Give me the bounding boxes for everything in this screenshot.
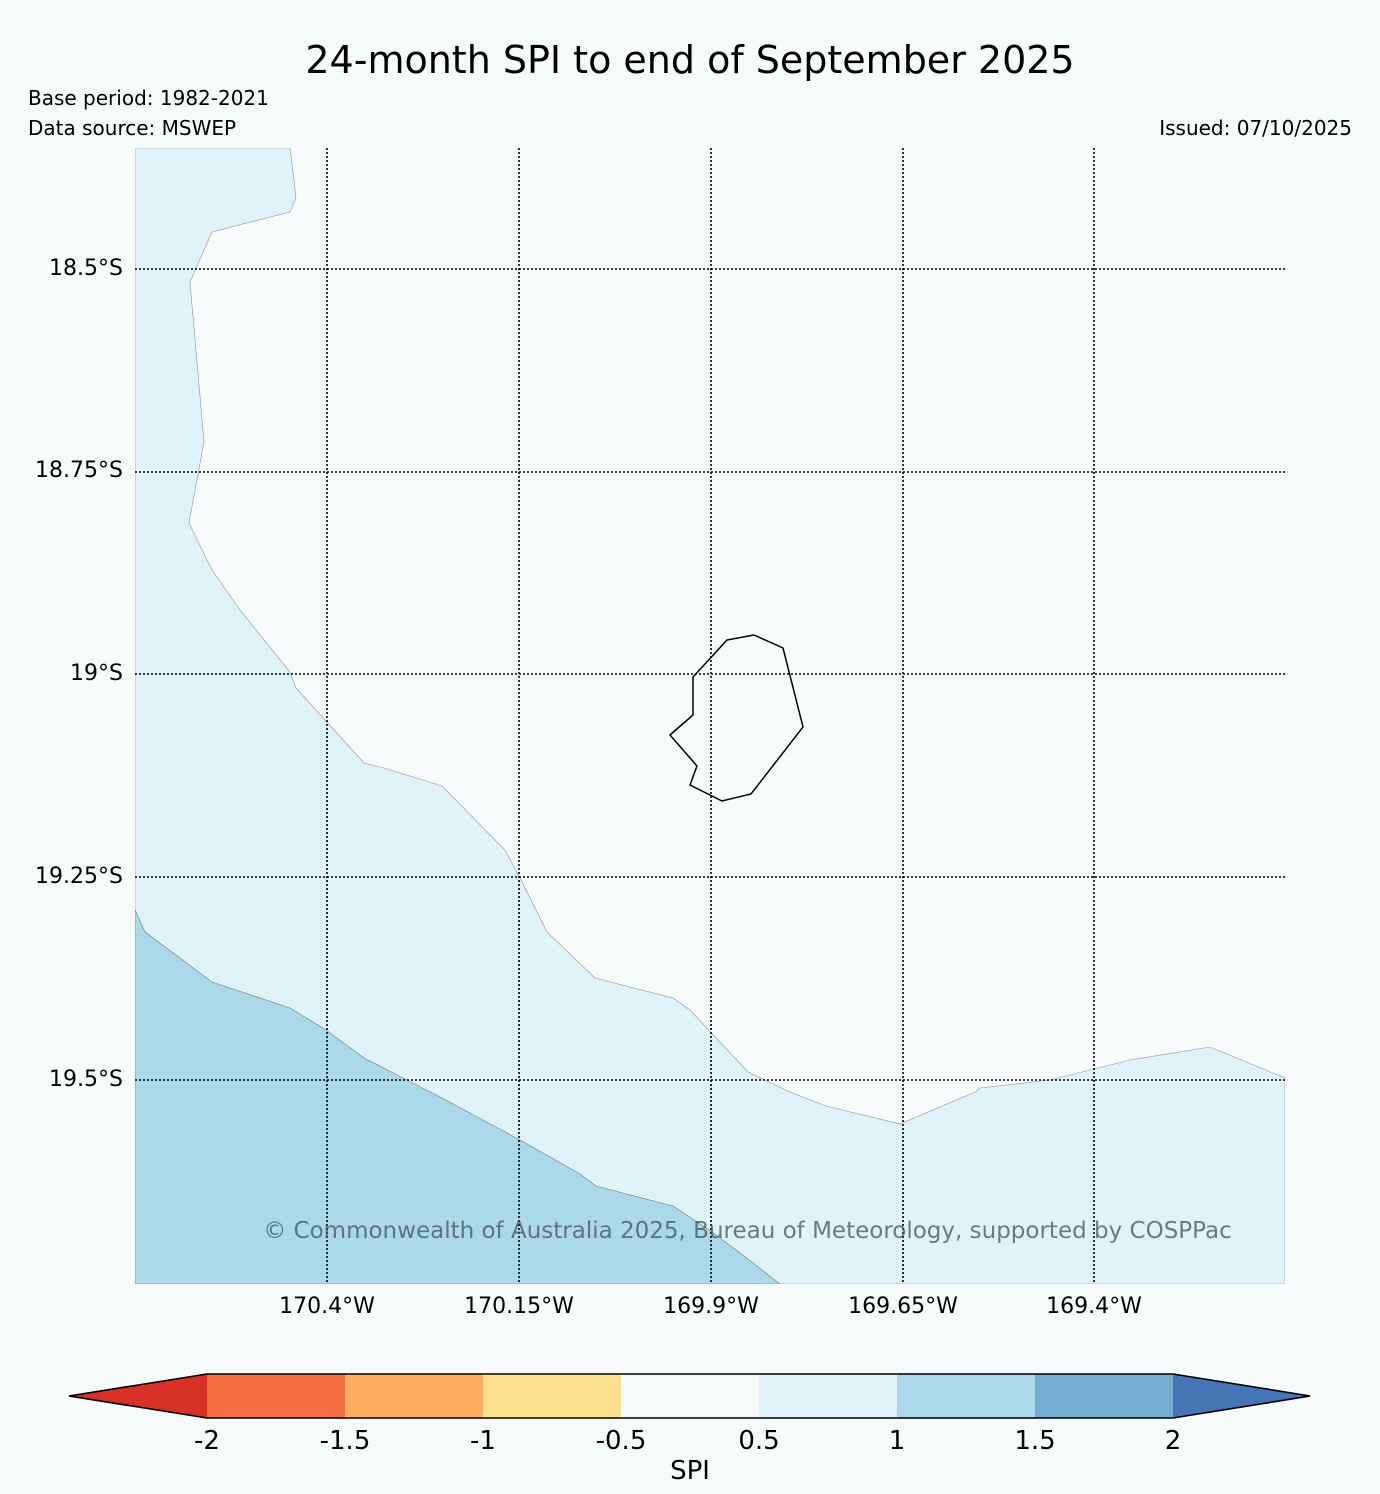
colorbar-tick: 1.5 (1014, 1426, 1056, 1456)
colorbar-tick: 1 (888, 1426, 906, 1456)
lon-label: 170.15°W (464, 1294, 574, 1319)
lat-label: 19°S (70, 661, 123, 686)
map-panel (135, 148, 1285, 1284)
colorbar-label: SPI (670, 1456, 710, 1486)
colorbar-extend-low (69, 1374, 207, 1418)
colorbar-segment (759, 1374, 897, 1418)
graticule (135, 148, 1285, 1284)
island-coastline (668, 634, 804, 802)
copyright-notice: © Commonwealth of Australia 2025, Bureau… (263, 1218, 1232, 1244)
colorbar-tick: -2 (194, 1426, 220, 1456)
colorbar-segment (897, 1374, 1035, 1418)
lat-label: 18.75°S (35, 458, 123, 483)
lat-label: 19.25°S (35, 864, 123, 889)
colorbar-tick: -1 (470, 1426, 496, 1456)
lon-label: 170.4°W (279, 1294, 375, 1319)
colorbar-segment (207, 1374, 345, 1418)
colorbar-segment (1035, 1374, 1173, 1418)
colorbar-segment (621, 1374, 759, 1418)
colorbar-segment (483, 1374, 621, 1418)
map-title: 24-month SPI to end of September 2025 (305, 38, 1075, 82)
colorbar-tick: -1.5 (319, 1426, 371, 1456)
colorbar-tick: -0.5 (595, 1426, 647, 1456)
spi-zone-0-5-to-1 (135, 148, 1285, 1284)
colorbar-tick: 0.5 (738, 1426, 780, 1456)
lon-label: 169.4°W (1046, 1294, 1142, 1319)
data-source: Data source: MSWEP (28, 116, 237, 140)
lon-label: 169.65°W (848, 1294, 958, 1319)
spi-zone-1-to-1-5 (135, 909, 781, 1284)
base-period: Base period: 1982-2021 (28, 86, 269, 110)
colorbar-extend-high (1173, 1374, 1310, 1418)
colorbar-outline (68, 1373, 1311, 1419)
lat-label: 19.5°S (49, 1067, 123, 1092)
colorbar-segment (345, 1374, 483, 1418)
colorbar-tick: 2 (1164, 1426, 1182, 1456)
lat-label: 18.5°S (49, 256, 123, 281)
issued-date: Issued: 07/10/2025 (1159, 116, 1352, 140)
lon-label: 169.9°W (663, 1294, 759, 1319)
colorbar (68, 1373, 1311, 1419)
